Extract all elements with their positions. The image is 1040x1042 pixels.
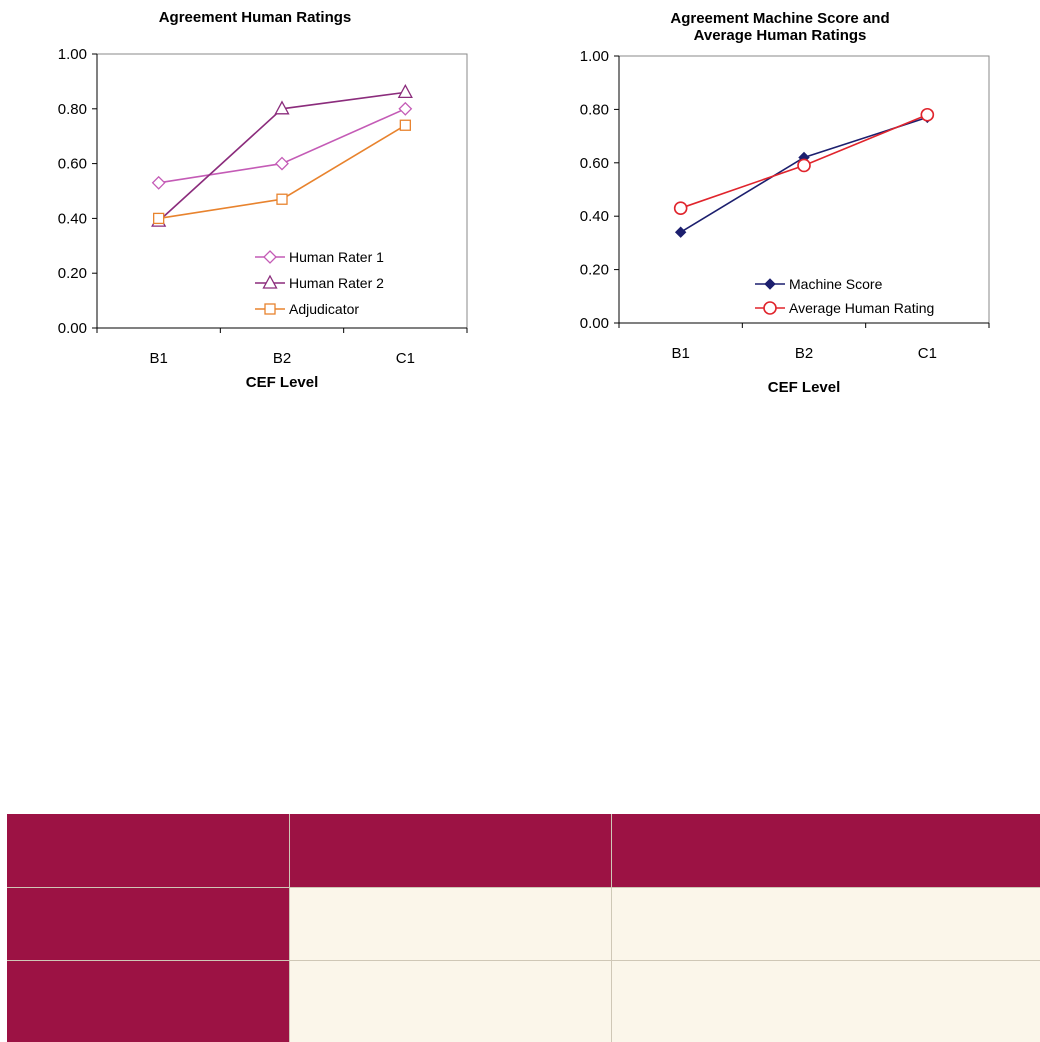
legend-marker — [262, 274, 278, 289]
y-tick-label: 0.80 — [58, 101, 87, 118]
chart-agreement-machine-score: Agreement Machine Score and Average Human… — [520, 0, 1040, 410]
data-point — [674, 226, 687, 238]
data-point — [151, 175, 166, 190]
y-tick-label: 1.00 — [580, 48, 609, 65]
x-tick-label: B1 — [149, 350, 167, 367]
data-point — [153, 212, 165, 225]
data-point — [398, 101, 413, 116]
data-point — [275, 156, 289, 171]
legend-label: Human Rater 2 — [289, 275, 384, 291]
plot-area — [96, 53, 468, 329]
x-tick-label: B1 — [671, 345, 689, 362]
legend-marker — [763, 301, 777, 315]
data-table — [7, 814, 1040, 1042]
legend-label: Average Human Rating — [789, 300, 934, 316]
table-header-cell — [611, 814, 1040, 888]
chart-title-line: Average Human Ratings — [694, 27, 867, 44]
x-tick-label: B2 — [795, 345, 813, 362]
table-header-cell — [7, 814, 289, 888]
table-divider — [611, 814, 612, 1042]
y-tick-label: 1.00 — [58, 46, 87, 63]
legend-marker — [263, 250, 277, 264]
x-axis-label: CEF Level — [768, 379, 841, 396]
y-tick-label: 0.80 — [580, 101, 609, 118]
y-tick-label: 0.00 — [580, 315, 609, 332]
y-tick-label: 0.40 — [580, 208, 609, 225]
legend-label: Human Rater 1 — [289, 249, 384, 265]
table-divider — [7, 887, 1040, 888]
legend-marker — [264, 303, 276, 315]
data-point — [399, 119, 411, 131]
y-tick-label: 0.20 — [58, 265, 87, 282]
data-point — [673, 201, 688, 215]
x-tick-label: C1 — [396, 350, 415, 367]
table-cell — [289, 888, 611, 961]
chart-agreement-human-ratings: Agreement Human Ratings 0.00 0.20 0.40 0.60 0… — [0, 0, 520, 410]
table-row-header-cell — [7, 961, 289, 1042]
table-row-header-cell — [7, 888, 289, 961]
table-cell — [611, 961, 1040, 1042]
x-tick-label: B2 — [273, 350, 291, 367]
y-tick-label: 0.40 — [58, 210, 87, 227]
y-tick-label: 0.60 — [58, 156, 87, 173]
data-point — [276, 193, 288, 205]
table-divider — [289, 814, 290, 1042]
table-cell — [289, 961, 611, 1042]
legend-label: Adjudicator — [289, 301, 359, 317]
table-divider — [7, 960, 1040, 961]
table-row — [7, 888, 1040, 961]
data-point — [920, 107, 935, 122]
chart-svg-left: Agreement Human Ratings 0.00 0.20 0.40 0.60 0… — [58, 9, 468, 391]
chart-title: Agreement Human Ratings — [159, 9, 352, 26]
series-line-0 — [158, 108, 406, 184]
x-tick-label: C1 — [918, 345, 937, 362]
legend-marker — [764, 278, 776, 290]
y-tick-label: 0.60 — [580, 155, 609, 172]
x-axis-label: CEF Level — [246, 374, 319, 391]
table-header-cell — [289, 814, 611, 888]
chart-title-line: Agreement Machine Score and — [670, 10, 889, 27]
data-point — [797, 158, 811, 173]
data-point — [397, 83, 413, 99]
y-tick-label: 0.00 — [58, 320, 87, 337]
series-line-0 — [680, 116, 928, 233]
table-row — [7, 961, 1040, 1042]
data-point — [274, 100, 290, 115]
y-tick-label: 0.20 — [580, 262, 609, 279]
legend-label: Machine Score — [789, 276, 883, 292]
table-header-row — [7, 814, 1040, 888]
table-cell — [611, 888, 1040, 961]
